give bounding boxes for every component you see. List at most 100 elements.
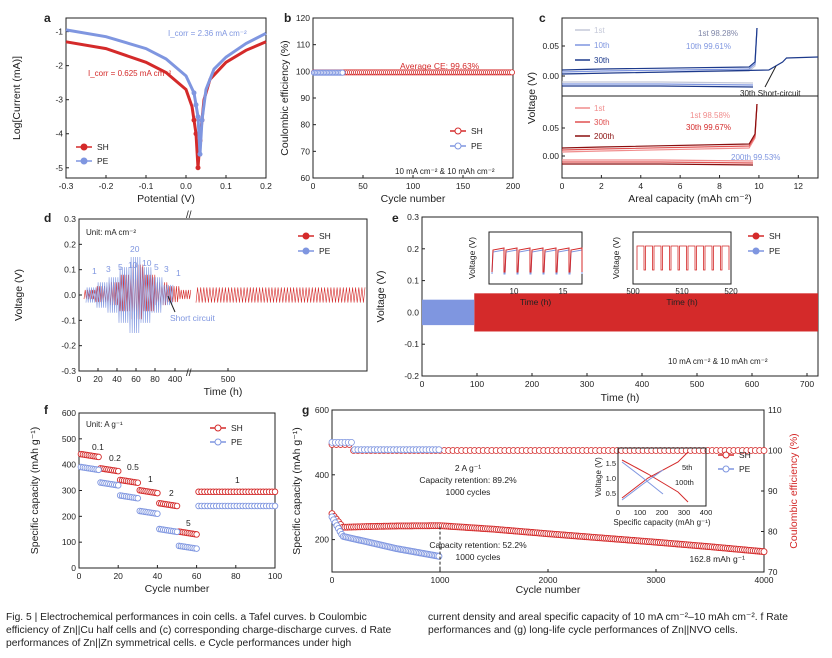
panel-e-inset2-series-sh [636,245,730,271]
panel-c-x-tick-label: 10 [754,181,764,191]
panel-d-legend-sh-swatch-marker [302,232,310,240]
panel-d-x-tick-label: 60 [131,374,141,384]
panel-c-top-legend-label: 30th [594,56,610,65]
panel-a-legend-sh-swatch-marker [80,143,88,151]
panel-b-y-tick-label: 70 [301,146,311,156]
panel-e-inset1-tick-label: 10 [510,287,519,296]
panel-a-point-sh [191,117,197,123]
panel-g-y2-tick-label: 80 [768,527,778,537]
panel-d-axis-break-bottom: // [186,368,192,379]
panel-e-y-tick-label: 0.0 [407,307,419,317]
panel-d-series-pe [85,256,174,334]
panel-e-inset2-y-axis-label: Voltage (V) [611,237,621,279]
panel-g-y-tick-label: 200 [315,535,329,545]
panel-e-y-tick-label: 0.2 [407,244,419,254]
panel-e-series-pe [422,299,475,326]
panel-c-y-axis-label: Voltage (V) [526,72,538,124]
panel-a-x-tick-label: -0.1 [139,181,154,191]
panel-d-rate-label: 3 [106,264,111,274]
panel-f-y-tick-label: 500 [62,434,76,444]
panel-g-y-axis-label: Specific capacity (mAh g⁻¹) [291,427,303,555]
panel-e-y-tick-label: 0.1 [407,276,419,286]
panel-f-x-tick-label: 80 [231,571,241,581]
panel-a-y-tick-label: -2 [55,61,63,71]
panel-g-y2-axis-label: Coulombic efficiency (%) [788,433,800,548]
panel-g-y2-tick-label: 100 [768,446,782,456]
panel-e-inset1-tick-label: 15 [559,287,568,296]
panel-g-legend-pe-label: PE [739,464,751,474]
panel-f-x-tick-label: 0 [77,571,82,581]
panel-e-inset2-x-axis-label: Time (h) [666,297,697,307]
panel-c-top-legend-label: 1st [594,26,605,35]
panel-d-rate-label: 3 [164,264,169,274]
panel-g-annotation-retention-sh: Capacity retention: 89.2% [419,475,517,485]
panel-b-point-sh [508,69,515,76]
panel-a-y-tick-label: -3 [55,95,63,105]
panel-e-x-tick-label: 100 [470,379,484,389]
panel-g-inset-y-tick-label: 0.5 [606,489,616,498]
panel-g-inset-discharge-pe [621,461,664,495]
panel-f-y-axis-label: Specific capacity (mAh g⁻¹) [29,427,41,555]
panel-a-axes [65,17,267,179]
panel-a-point-pe [191,90,197,96]
panel-a-x-tick-label: 0.0 [180,181,192,191]
panel-g-x-axis-label: Cycle number [516,584,581,596]
panel-g-y2-tick-label: 90 [768,486,778,496]
panel-b-x-axis-label: Cycle number [381,193,446,205]
panel-g-inset-tick-label: 300 [678,508,691,517]
panel-g-y2-tick-label: 110 [768,405,782,415]
panel-f-rate-label: 0.1 [92,442,104,452]
panel-b-axes [312,17,514,179]
panel-e-x-tick-label: 400 [635,379,649,389]
panel-f-point-pe [114,482,122,489]
panel-c-top-label-10th: 10th 99.61% [686,42,731,51]
panel-a-point-pe [199,117,205,123]
panel-c-bottom-legend-label: 1st [594,104,605,113]
panel-g-y-tick-label: 600 [315,405,329,415]
panel-f-y-tick-label: 600 [62,408,76,418]
panel-c-x-tick-label: 8 [717,181,722,191]
panel-d-y-tick-label: -0.3 [61,366,76,376]
panel-f-point-pe [173,528,181,536]
panel-d-x-tick-label: 500 [221,374,235,384]
panel-a-annotation-pe: I_corr = 2.36 mA cm⁻² [168,29,247,38]
panel-f-y-tick-label: 100 [62,537,76,547]
panel-d-rate-label: 1 [176,268,181,278]
panel-d-y-tick-label: 0.3 [64,214,76,224]
panel-g-annotation-retention-pe: Capacity retention: 52.2% [429,540,527,550]
panel-e-inset2-tick-label: 520 [724,287,738,296]
panel-f-rate-label: 5 [186,518,191,528]
panel-f-point-pe [95,466,102,474]
panel-d-axis-break-top: // [186,210,192,221]
panel-c-x-tick-label: 6 [678,181,683,191]
panel-c-bottom-discharge-0 [562,159,754,162]
panel-a-point-pe [193,102,199,108]
panel-e-legend-sh-label: SH [769,231,781,241]
panel-b-legend-sh-label: SH [471,126,483,136]
panel-g-inset-y-tick-label: 1.0 [606,474,616,483]
panel-e-inset2-axes [632,231,732,285]
panel-c-bottom-label-30th: 30th 99.67% [686,123,731,132]
panel-g-inset-label-5th: 5th [682,463,692,472]
panel-g-x-tick-label: 3000 [647,575,666,585]
panel-d-rate-label: 5 [118,262,123,272]
panel-c-x-tick-label: 2 [599,181,604,191]
panel-b-legend-pe-swatch-marker [454,142,462,150]
panel-g-inset-label-100th: 100th [675,478,694,487]
panel-d-rate-label: 1 [92,266,97,276]
panel-g-point-sh [760,548,768,556]
panel-g-inset-charge-pe [621,469,664,501]
panel-d-x-tick-label: 80 [150,374,160,384]
panel-label-g: g [302,403,309,417]
panel-e-inset1-y-axis-label: Voltage (V) [467,237,477,279]
panel-a-x-tick-label: -0.2 [99,181,114,191]
panel-e-inset1-axes [488,231,583,285]
panel-g-inset-tick-label: 100 [634,508,647,517]
panel-e-legend-pe-swatch-marker [752,247,760,255]
panel-d-x-tick-label: 0 [77,374,82,384]
panel-e-y-axis-label: Voltage (V) [375,271,387,323]
panel-b-x-tick-label: 50 [358,181,368,191]
panel-b-x-tick-label: 200 [506,181,520,191]
panel-c-y-bottom-tick-label: 0.05 [542,123,559,133]
panel-a-point-pe [195,114,201,120]
